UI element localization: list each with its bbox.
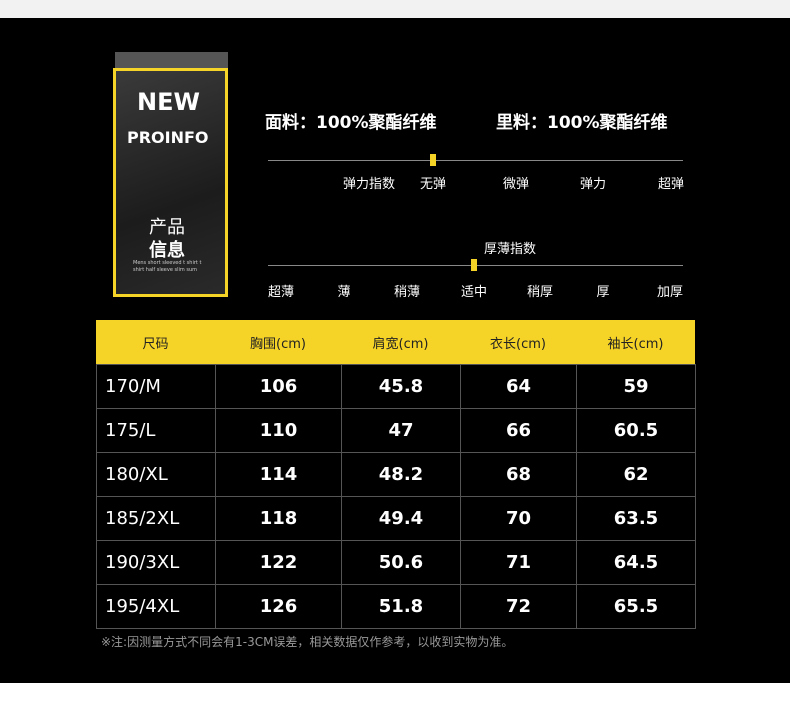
table-cell: 47 [341, 408, 461, 453]
table-cell: 180/XL [96, 452, 216, 497]
elasticity-line [268, 160, 683, 161]
table-cell: 51.8 [341, 584, 461, 629]
table-cell: 45.8 [341, 364, 461, 409]
fabric-lining: 里料：100%聚酯纤维 [496, 113, 668, 133]
table-cell: 71 [460, 540, 577, 585]
table-header-cell: 尺码 [142, 336, 169, 352]
table-cell: 49.4 [341, 496, 461, 541]
thickness-level: 适中 [460, 285, 488, 300]
table-header-cell: 胸围(cm) [250, 336, 306, 352]
elasticity-level: 弹力 [579, 177, 607, 192]
thickness-level: 稍厚 [526, 285, 554, 300]
elasticity-marker [430, 154, 436, 166]
table-cell: 106 [215, 364, 342, 409]
table-cell: 118 [215, 496, 342, 541]
table-cell: 170/M [96, 364, 216, 409]
table-cell: 65.5 [576, 584, 696, 629]
table-cell: 72 [460, 584, 577, 629]
table-header-cell: 袖长(cm) [607, 336, 664, 352]
table-cell: 66 [460, 408, 577, 453]
table-cell: 110 [215, 408, 342, 453]
table-cell: 50.6 [341, 540, 461, 585]
table-cell: 64 [460, 364, 577, 409]
table-cell: 63.5 [576, 496, 696, 541]
table-cell: 126 [215, 584, 342, 629]
table-cell: 60.5 [576, 408, 696, 453]
thickness-level: 稍薄 [393, 285, 421, 300]
table-cell: 59 [576, 364, 696, 409]
table-header-bg [96, 320, 695, 364]
table-cell: 48.2 [341, 452, 461, 497]
thickness-level: 加厚 [656, 285, 684, 300]
table-cell: 195/4XL [96, 584, 216, 629]
table-cell: 68 [460, 452, 577, 497]
elasticity-level: 超弹 [657, 177, 685, 192]
elasticity-level: 微弹 [502, 177, 530, 192]
thickness-marker [471, 259, 477, 271]
elasticity-level: 无弹 [419, 177, 447, 192]
table-cell: 175/L [96, 408, 216, 453]
top-strip [0, 0, 790, 18]
thickness-title: 厚薄指数 [483, 242, 537, 257]
table-header-cell: 衣长(cm) [490, 336, 546, 352]
thickness-level: 厚 [596, 285, 610, 300]
table-cell: 64.5 [576, 540, 696, 585]
badge-line2: 信息 [149, 240, 185, 261]
badge [113, 68, 228, 297]
badge-small: Mens short sleeved t shirt t shirt half … [133, 260, 202, 273]
badge-new: NEW [137, 88, 200, 116]
table-cell: 122 [215, 540, 342, 585]
thickness-level: 超薄 [267, 285, 295, 300]
table-header-cell: 肩宽(cm) [372, 336, 429, 352]
elasticity-title: 弹力指数 [343, 177, 396, 192]
badge-tab [115, 52, 228, 70]
table-cell: 70 [460, 496, 577, 541]
table-cell: 190/3XL [96, 540, 216, 585]
badge-proinfo: PROINFO [127, 128, 209, 147]
note: ※注:因测量方式不同会有1-3CM误差，相关数据仅作参考，以收到实物为准。 [101, 635, 514, 649]
bottom-strip [0, 683, 790, 702]
fabric-outer: 面料：100%聚酯纤维 [265, 113, 437, 133]
table-cell: 62 [576, 452, 696, 497]
table-cell: 114 [215, 452, 342, 497]
badge-line1: 产品 [149, 217, 185, 238]
thickness-level: 薄 [337, 285, 351, 300]
table-cell: 185/2XL [96, 496, 216, 541]
